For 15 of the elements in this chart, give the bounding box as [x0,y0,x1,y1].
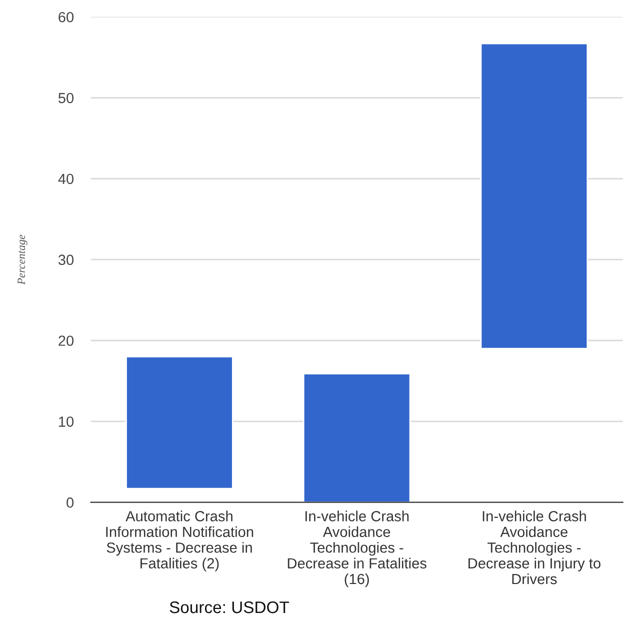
x-tick-label: Automatic Crash Information Notification Systems - Decrease in Fatalities (2) [106,510,254,572]
bar [126,356,234,490]
y-tick-label: 40 [58,174,74,184]
y-tick-label: 60 [58,12,74,22]
x-tick-label: In-vehicle Crash Avoidance Technologies - Decrease in Injury to Drivers [468,510,600,584]
y-tick-label: 20 [58,336,74,346]
bar [480,42,588,350]
y-tick-label: 10 [58,416,74,427]
y-tick-label: 50 [58,92,74,104]
y-tick-label: 0 [66,497,74,508]
bar [302,372,411,502]
x-tick-label: In-vehicle Crash Avoidance Technologies - Decrease in Fatalities (16) [288,510,426,588]
y-tick-label: 30 [58,254,74,266]
y-axis-title: Percentage [18,234,28,285]
source-note: Source: USDOT [170,601,290,614]
